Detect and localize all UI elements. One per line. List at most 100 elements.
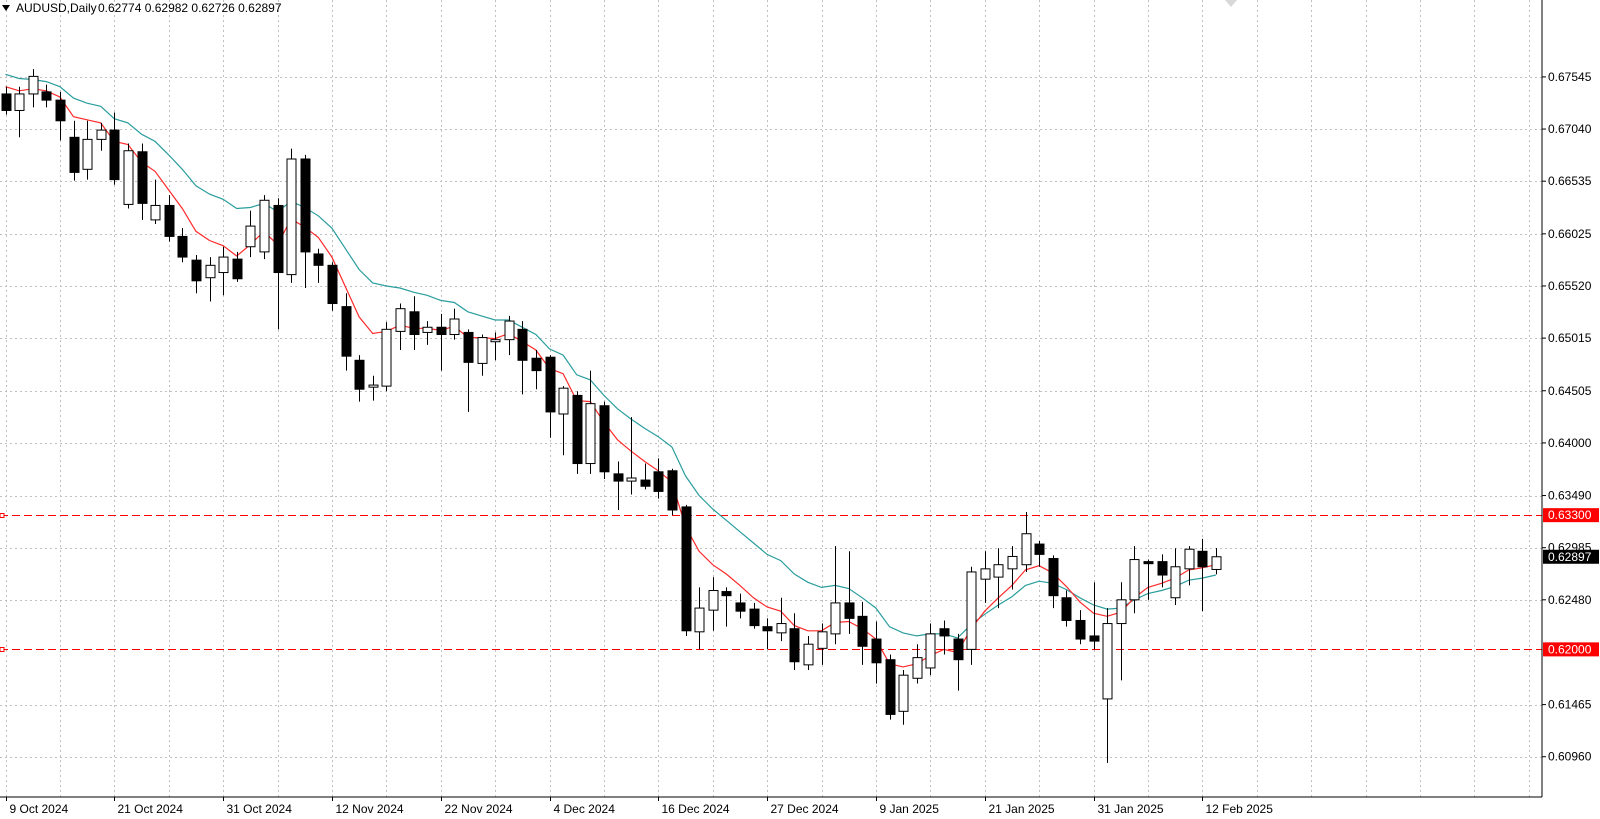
- time-tick-label: 22 Nov 2024: [445, 802, 513, 816]
- candle-body-bull: [1116, 599, 1127, 625]
- candle: [69, 120, 80, 181]
- candle-body-bear: [436, 326, 447, 335]
- candle-body-bear: [273, 204, 284, 274]
- candle-body-bear: [939, 628, 950, 637]
- candle: [898, 670, 909, 725]
- chart-header: AUDUSD,Daily 0.62774 0.62982 0.62726 0.6…: [2, 1, 282, 15]
- candle: [150, 179, 161, 225]
- time-tick-label: 21 Jan 2025: [989, 802, 1055, 816]
- candle: [1007, 546, 1018, 590]
- candle: [885, 654, 896, 720]
- candle: [1075, 610, 1086, 645]
- candle-body-bull: [245, 225, 256, 248]
- candle: [341, 293, 352, 371]
- current-price-badge: 0.62897: [1548, 550, 1592, 564]
- level-price-badge: 0.63300: [1548, 508, 1592, 522]
- time-tick-label: 16 Dec 2024: [662, 802, 730, 816]
- candle-body-bull: [898, 674, 909, 712]
- candle: [1143, 559, 1154, 600]
- candle-body-bull: [490, 339, 501, 343]
- candle-body-bull: [980, 568, 991, 580]
- candle-body-bear: [653, 471, 664, 492]
- candles: [1, 69, 1222, 763]
- candle-body-bear: [572, 394, 583, 465]
- candle-body-bull: [259, 199, 270, 253]
- candle: [966, 566, 977, 665]
- ema-fast-line: [5, 86, 1217, 668]
- candle-body-bull: [830, 602, 841, 635]
- candle-body-bear: [1157, 561, 1168, 576]
- candle-body-bull: [123, 150, 134, 205]
- price-tick-label: 0.64000: [1548, 436, 1592, 450]
- candle: [368, 375, 379, 401]
- candle: [1184, 546, 1195, 586]
- candle-body-bear: [789, 628, 800, 663]
- candle: [1034, 540, 1045, 567]
- candle-body-bear: [667, 470, 678, 511]
- candle: [1102, 608, 1113, 763]
- candle-body-bull: [776, 623, 787, 634]
- candle-body-bull: [205, 264, 216, 279]
- candle: [14, 86, 25, 138]
- time-tick-label: 31 Oct 2024: [227, 802, 293, 816]
- candle: [164, 195, 175, 242]
- candle: [585, 370, 596, 474]
- candle: [667, 468, 678, 516]
- candle-body-bull: [28, 75, 39, 95]
- candle: [205, 257, 216, 302]
- candle-body-bear: [531, 357, 542, 372]
- candle: [912, 644, 923, 684]
- candle: [681, 504, 692, 636]
- candle: [381, 322, 392, 392]
- time-tick-label: 12 Nov 2024: [336, 802, 404, 816]
- current-price-badge-bg: [1543, 549, 1599, 564]
- candle-body-bear: [857, 615, 868, 647]
- candle: [857, 601, 868, 665]
- time-tick-label: 21 Oct 2024: [118, 802, 184, 816]
- candle: [830, 546, 841, 645]
- candle: [694, 587, 705, 650]
- candle-body-bear: [354, 359, 365, 390]
- candle-body-bull: [1007, 555, 1018, 570]
- candle: [653, 458, 664, 499]
- candle-body-bear: [762, 626, 773, 632]
- candle-body-bull: [286, 158, 297, 276]
- candle: [545, 355, 556, 438]
- candle: [55, 91, 66, 141]
- triangle-down-icon[interactable]: [2, 5, 10, 11]
- candle: [871, 621, 882, 684]
- candle-body-bull: [1021, 533, 1032, 566]
- candle-body-bull: [96, 129, 107, 140]
- time-tick-label: 4 Dec 2024: [554, 802, 616, 816]
- candle: [1089, 582, 1100, 650]
- candle: [980, 551, 991, 603]
- candle: [1170, 548, 1181, 605]
- candle-body-bear: [749, 608, 760, 627]
- candle: [327, 262, 338, 311]
- candle-body-bull: [803, 643, 814, 666]
- candle: [1157, 554, 1168, 588]
- candle-body-bear: [545, 356, 556, 413]
- ohlc-readout: 0.62774 0.62982 0.62726 0.62897: [98, 1, 282, 15]
- candle: [259, 195, 270, 260]
- level-anchor[interactable]: [0, 513, 5, 518]
- candle: [749, 602, 760, 629]
- candle: [123, 143, 134, 209]
- candle-body-bull: [626, 477, 637, 482]
- candle-body-bear: [721, 591, 732, 597]
- level-anchor[interactable]: [0, 647, 5, 652]
- candle-body-bear: [613, 473, 624, 482]
- candle-body-bull: [1184, 548, 1195, 570]
- candle-body-bear: [409, 311, 420, 335]
- candle-body-bear: [341, 306, 352, 357]
- candle: [735, 593, 746, 619]
- candle: [1021, 512, 1032, 572]
- candle: [449, 308, 460, 340]
- candle: [613, 461, 624, 510]
- candle: [1116, 582, 1127, 681]
- level-price-badge-bg: [1543, 508, 1599, 523]
- shift-marker-icon[interactable]: [1225, 0, 1237, 7]
- price-tick-label: 0.61465: [1548, 698, 1592, 712]
- candle: [109, 112, 120, 185]
